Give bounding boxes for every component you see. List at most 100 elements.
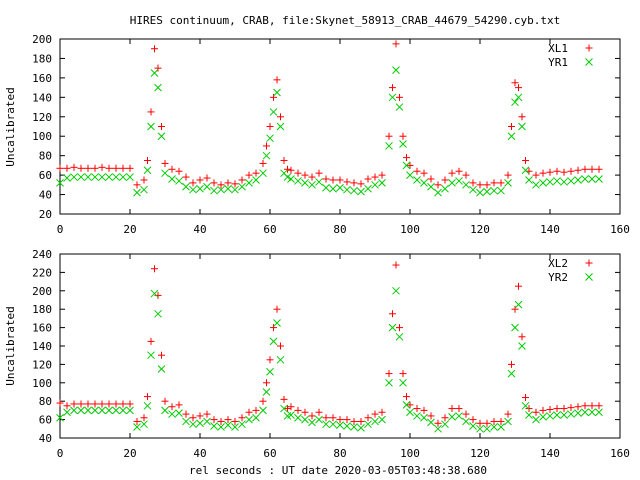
data-point <box>56 179 64 187</box>
data-point <box>539 412 547 421</box>
data-point <box>441 420 449 429</box>
data-point <box>273 319 281 327</box>
data-point <box>203 174 211 182</box>
data-point <box>144 157 151 165</box>
data-point <box>224 421 232 429</box>
legend-marker-yr2 <box>585 273 593 281</box>
data-point <box>546 412 554 420</box>
data-point <box>270 93 277 101</box>
data-point <box>273 305 281 313</box>
x-axis-label: rel seconds : UT date 2020-03-05T03:48:3… <box>189 464 487 477</box>
data-point <box>77 164 85 172</box>
data-point <box>378 408 386 416</box>
data-point <box>357 187 365 196</box>
data-point <box>574 403 582 411</box>
data-point <box>196 412 204 420</box>
top-panel: Uncalibrated 0 20 40 60 80 100 120 140 160 20 40 6… <box>4 33 630 236</box>
legend-label-xl1: XL1 <box>548 42 568 55</box>
data-point <box>77 406 85 415</box>
data-point <box>515 84 522 92</box>
data-point <box>497 186 505 195</box>
top-y-axis-label: Uncalibrated <box>4 87 17 166</box>
data-point <box>427 175 435 183</box>
data-point <box>270 324 277 332</box>
y-tick-label: 220 <box>32 266 52 279</box>
data-point <box>252 406 260 414</box>
data-point <box>507 369 516 378</box>
data-point <box>560 411 568 419</box>
data-point <box>315 178 323 186</box>
data-point <box>385 132 393 140</box>
data-point <box>322 175 330 183</box>
data-point <box>539 179 547 187</box>
top-legend: XL1 YR1 <box>548 42 593 69</box>
data-point <box>224 184 232 193</box>
data-point <box>507 132 516 141</box>
data-point <box>406 161 414 169</box>
data-point <box>350 179 358 187</box>
data-point <box>546 168 554 176</box>
data-point <box>514 93 523 102</box>
data-point <box>196 419 204 428</box>
data-point <box>231 185 239 194</box>
bottom-y-ticks: 40 60 80 100 120 140 160 180 200 220 240 <box>32 248 620 445</box>
data-point <box>231 423 239 431</box>
data-point <box>521 166 530 175</box>
data-point <box>343 416 351 424</box>
data-point <box>483 187 491 196</box>
data-point <box>238 176 246 184</box>
data-point <box>112 164 120 172</box>
data-point <box>350 417 358 425</box>
chart-title: HIRES continuum, CRAB, file:Skynet_58913… <box>130 14 560 27</box>
data-point <box>448 169 456 177</box>
data-point <box>91 164 99 172</box>
bottom-panel: Uncalibrated 0 20 40 60 80 100 120 140 160 40 60 8… <box>4 248 630 460</box>
data-point <box>238 182 246 191</box>
data-point <box>70 163 78 171</box>
data-point <box>56 413 64 422</box>
data-point <box>203 182 211 191</box>
data-point <box>98 173 106 181</box>
data-point <box>189 414 197 422</box>
data-point <box>497 423 505 431</box>
data-point <box>259 169 267 178</box>
data-point <box>532 171 540 179</box>
data-point <box>252 176 260 184</box>
data-point <box>158 123 165 130</box>
y-tick-label: 180 <box>32 52 52 65</box>
data-point <box>119 173 127 181</box>
data-point <box>455 412 463 420</box>
data-point <box>385 378 393 387</box>
data-point <box>126 406 134 415</box>
y-tick-label: 120 <box>32 358 52 371</box>
bottom-x-ticks: 0 20 40 60 80 100 120 140 160 <box>57 254 630 460</box>
data-point <box>273 88 281 97</box>
data-point <box>455 177 463 185</box>
data-point <box>336 421 344 429</box>
data-point <box>399 378 407 387</box>
data-point <box>427 418 435 427</box>
legend-glyph <box>585 58 593 66</box>
legend-glyph <box>585 259 593 267</box>
data-point <box>357 417 365 425</box>
data-point <box>276 122 285 131</box>
data-point <box>469 185 477 194</box>
data-point <box>553 405 561 413</box>
data-point <box>283 173 292 181</box>
data-point <box>147 351 155 360</box>
data-point <box>217 181 225 189</box>
data-point <box>329 420 337 429</box>
data-point <box>196 184 204 193</box>
data-point <box>420 406 428 414</box>
data-point <box>224 179 232 187</box>
x-tick-label: 100 <box>400 447 420 460</box>
data-point <box>112 400 120 408</box>
data-point <box>336 183 344 192</box>
data-point <box>427 412 435 420</box>
data-point <box>560 178 568 186</box>
data-point <box>490 423 498 431</box>
data-point <box>210 422 218 430</box>
data-point <box>143 401 152 410</box>
y-tick-label: 100 <box>32 377 52 390</box>
data-point <box>490 179 498 187</box>
